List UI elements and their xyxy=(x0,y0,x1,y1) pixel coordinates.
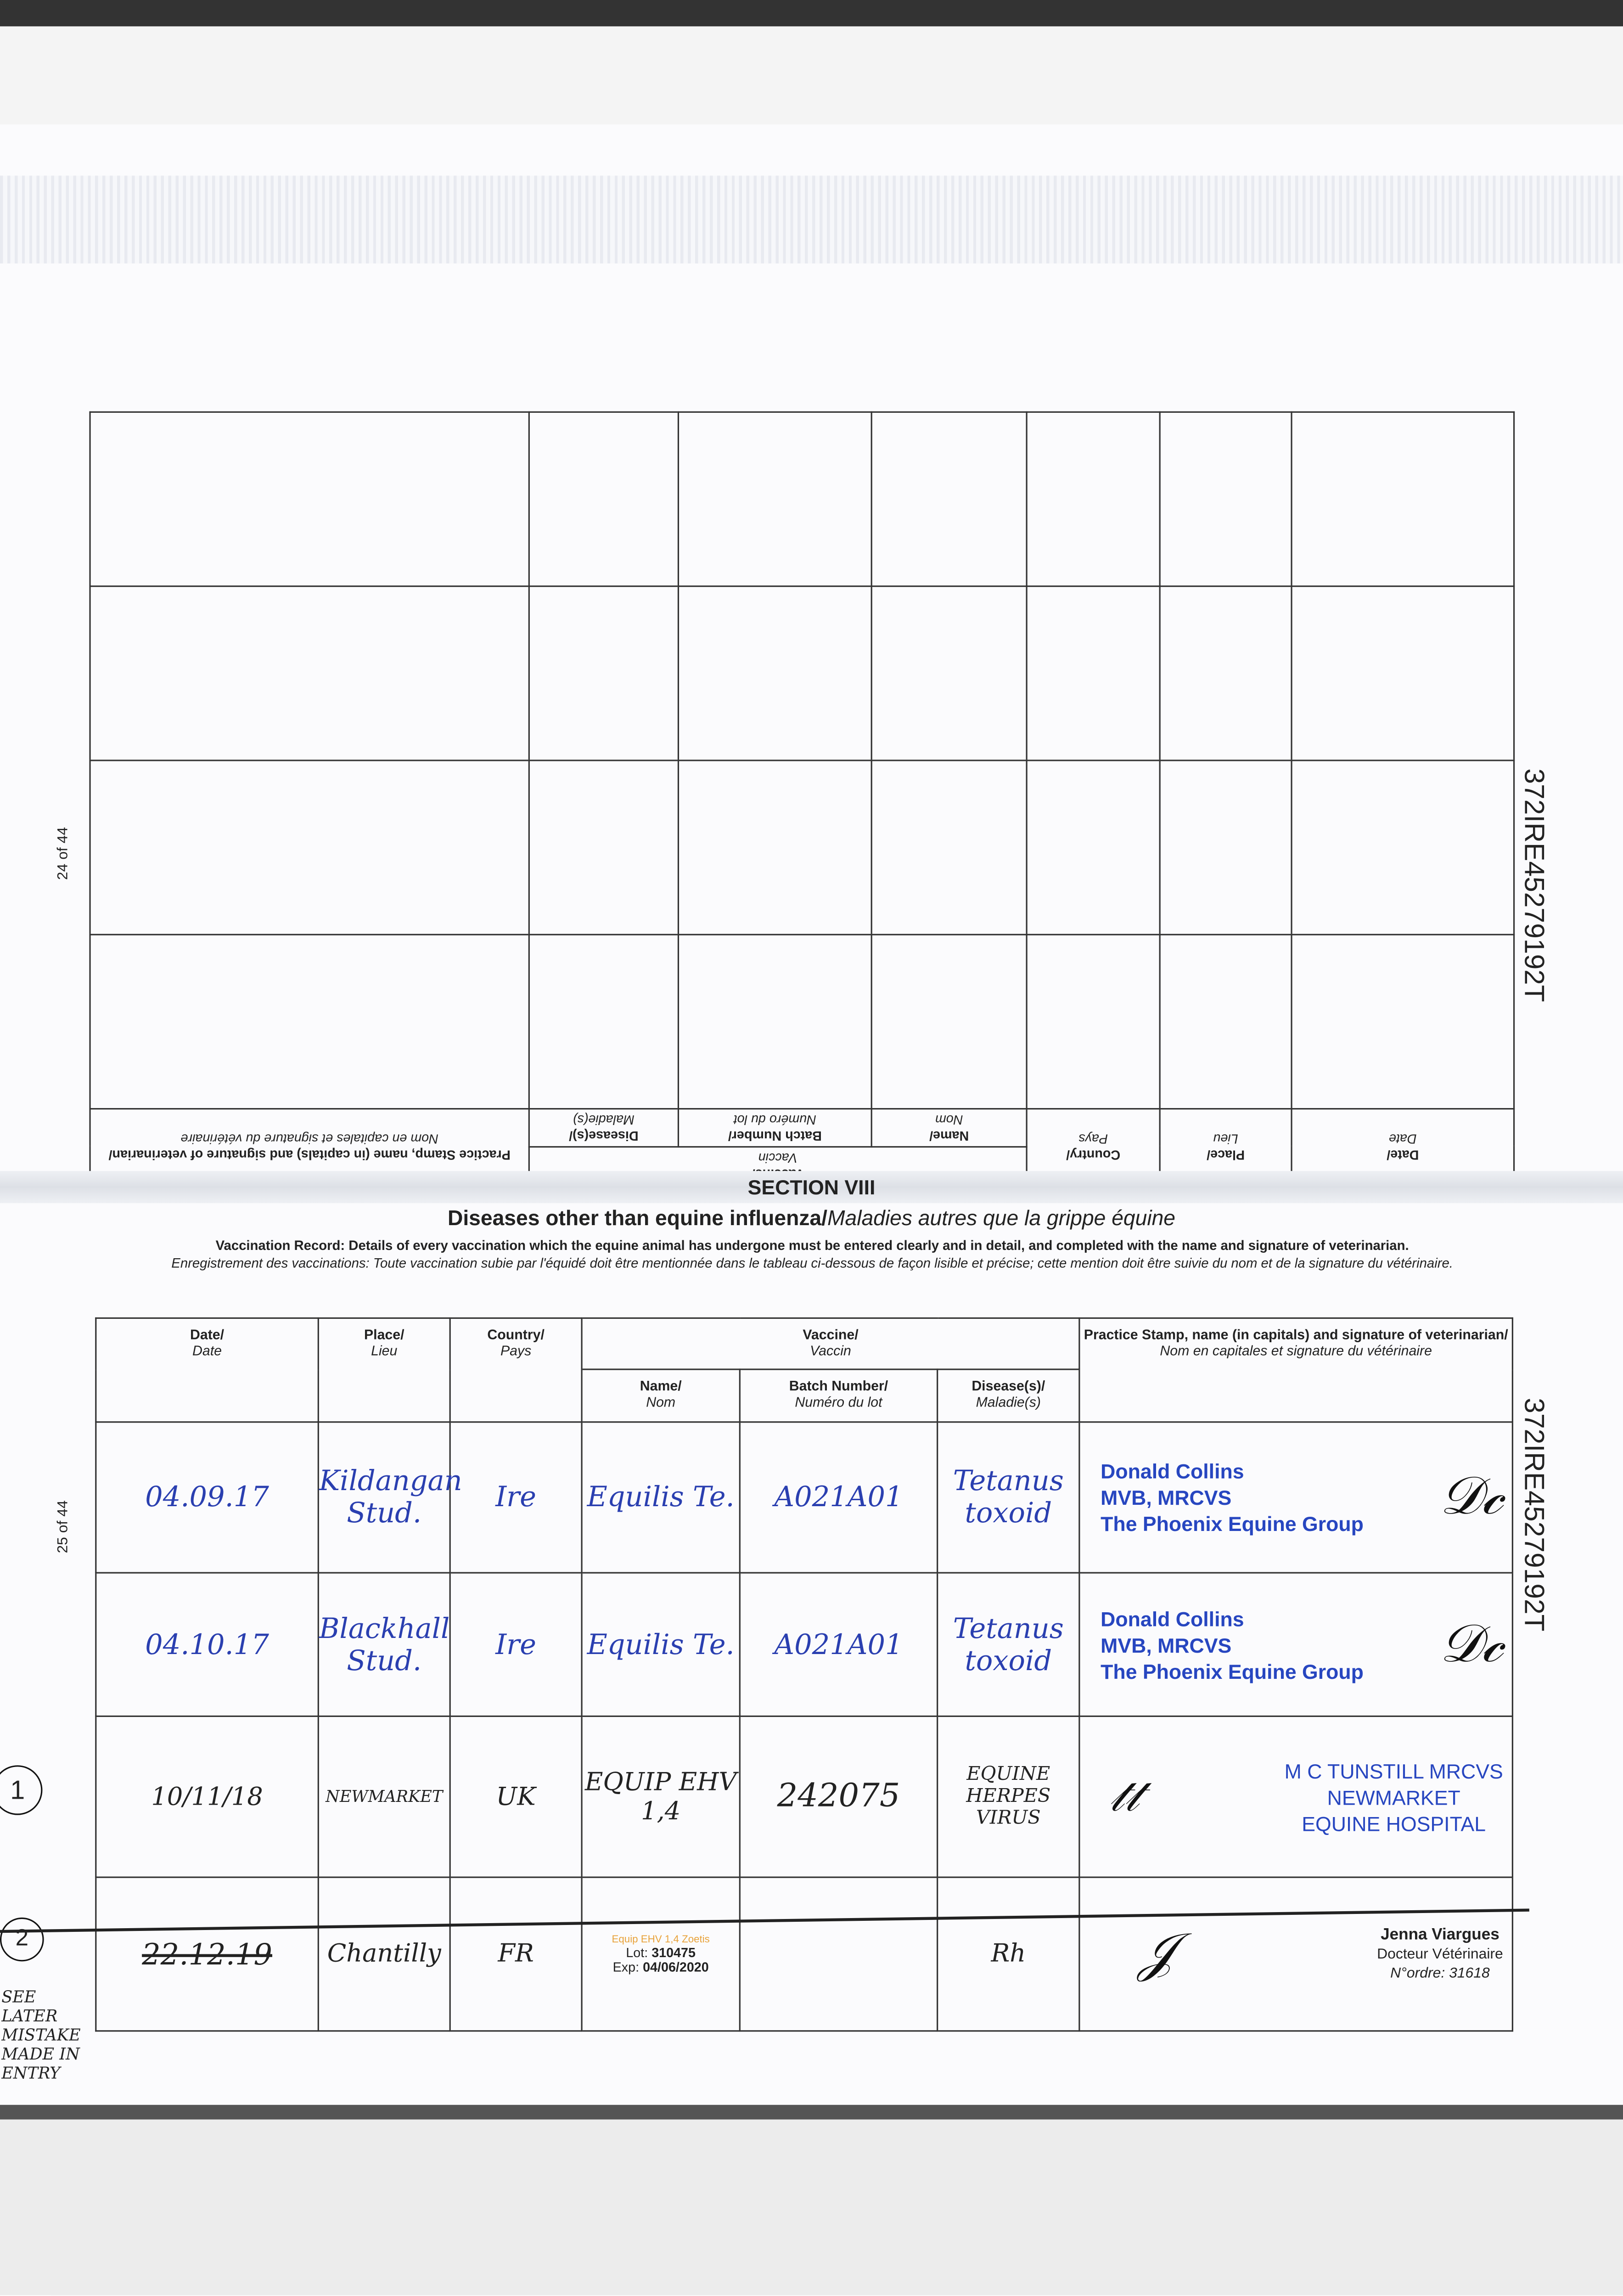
passport-id-lower: 372IRE45279192T xyxy=(1517,1398,1549,1632)
cell-place: NEWMARKET xyxy=(317,1715,451,1878)
cell-disease: Rh xyxy=(937,1876,1080,2032)
cell-country: FR xyxy=(449,1876,583,2032)
cell-stamp: Donald Collins MVB, MRCVS The Phoenix Equi… xyxy=(1078,1421,1514,1574)
cell-batch: 242075 xyxy=(739,1715,938,1878)
cell-disease: Tetanus toxoid xyxy=(937,1572,1080,1717)
cell-place: Chantilly xyxy=(317,1876,451,2032)
header-place: Place/Lieu xyxy=(317,1317,451,1423)
cell-stamp: 𝒥 Jenna Viargues Docteur Vétérinaire N°o… xyxy=(1078,1876,1514,2032)
scanner-edge-bottom xyxy=(0,2105,1623,2120)
cell-disease: EQUINE HERPES VIRUS xyxy=(937,1715,1080,1878)
empty-row xyxy=(90,934,1514,1109)
cell-name: EQUIP EHV 1,4 xyxy=(581,1715,741,1878)
header-batch: Batch Number/Numéro du lot xyxy=(678,1109,872,1147)
cell-stamp: 𝓉𝓉 M C TUNSTILL MRCVS NEWMARKET EQUINE HOSP… xyxy=(1078,1715,1514,1878)
section-number: SECTION VIII xyxy=(747,1175,876,1199)
entry-marker-2: 2 xyxy=(0,1917,44,1962)
header-disease: Disease(s)/Maladie(s) xyxy=(529,1109,679,1147)
scanner-background xyxy=(0,2119,1623,2296)
cell-country: Ire xyxy=(449,1421,583,1574)
page-number-upper: 24 of 44 xyxy=(56,827,72,880)
signature: 𝓉𝓉 xyxy=(1109,1771,1140,1823)
empty-row xyxy=(90,760,1514,935)
binding-shadow xyxy=(0,175,1623,264)
cell-country: UK xyxy=(449,1715,583,1878)
page-fold xyxy=(0,1171,1623,1204)
cell-date: 04.10.17 xyxy=(95,1572,319,1717)
margin-note: SEE LATER MISTAKE MADE IN ENTRY xyxy=(1,1987,81,2083)
cell-stamp: Donald Collins MVB, MRCVS The Phoenix Equi… xyxy=(1078,1572,1514,1717)
cell-name: Equilis Te. xyxy=(581,1421,741,1574)
cell-date: 22.12.19 xyxy=(95,1876,319,2032)
table-row: 04.09.17 Kildangan Stud. Ire Equilis Te.… xyxy=(95,1421,1514,1574)
scanner-edge xyxy=(0,0,1623,27)
page-number-lower: 25 of 44 xyxy=(56,1500,72,1553)
header-name: Name/Nom xyxy=(581,1368,741,1423)
cell-date: 10/11/18 xyxy=(95,1715,319,1878)
header-disease: Disease(s)/Maladie(s) xyxy=(937,1368,1080,1423)
instructions: Vaccination Record: Details of every vac… xyxy=(171,1238,1453,1271)
section-title: Diseases other than equine influenza/Mal… xyxy=(447,1207,1176,1231)
signature: 𝒟𝒸 xyxy=(1440,1614,1503,1674)
header-batch: Batch Number/Numéro du lot xyxy=(739,1368,938,1423)
header-vaccine: Vaccine/Vaccin xyxy=(581,1317,1080,1370)
cell-place: Blackhall Stud. xyxy=(317,1572,451,1717)
passport-id-upper: 372IRE45279192T xyxy=(1517,768,1549,1002)
table-row: 10/11/18 NEWMARKET UK EQUIP EHV 1,4 2420… xyxy=(95,1715,1514,1878)
cell-batch xyxy=(739,1876,938,2032)
table-row: 04.10.17 Blackhall Stud. Ire Equilis Te.… xyxy=(95,1572,1514,1717)
vaccination-table: Date/Date Place/Lieu Country/Pays Vaccin… xyxy=(0,1317,1529,2083)
header-country: Country/Pays xyxy=(449,1317,583,1423)
header-date: Date/Date xyxy=(95,1317,319,1423)
header-name: Name/Nom xyxy=(871,1109,1027,1147)
cell-name: Equilis Te. xyxy=(581,1572,741,1717)
entry-marker-1: 1 xyxy=(0,1765,43,1815)
signature: 𝒥 xyxy=(1139,1923,1175,1984)
cell-date: 04.09.17 xyxy=(95,1421,319,1574)
cell-batch: A021A01 xyxy=(739,1572,938,1717)
header-stamp: Practice Stamp, name (in capitals) and s… xyxy=(1078,1317,1514,1423)
cell-disease: Tetanus toxoid xyxy=(937,1421,1080,1574)
upper-vaccination-table-inverted: Date/Date Place/Lieu Country/Pays Vaccin… xyxy=(90,363,1515,1186)
signature: 𝒟𝒸 xyxy=(1440,1466,1503,1527)
empty-row xyxy=(90,412,1514,586)
empty-row xyxy=(90,586,1514,760)
cell-country: Ire xyxy=(449,1572,583,1717)
cell-batch: A021A01 xyxy=(739,1421,938,1574)
table-row: 22.12.19 Chantilly FR Equip EHV 1,4 Zoet… xyxy=(95,1876,1514,2032)
vaccine-label-sticker: Equip EHV 1,4 Zoetis Lot: 310475 Exp: 04… xyxy=(581,1876,741,2032)
cell-place: Kildangan Stud. xyxy=(317,1421,462,1574)
